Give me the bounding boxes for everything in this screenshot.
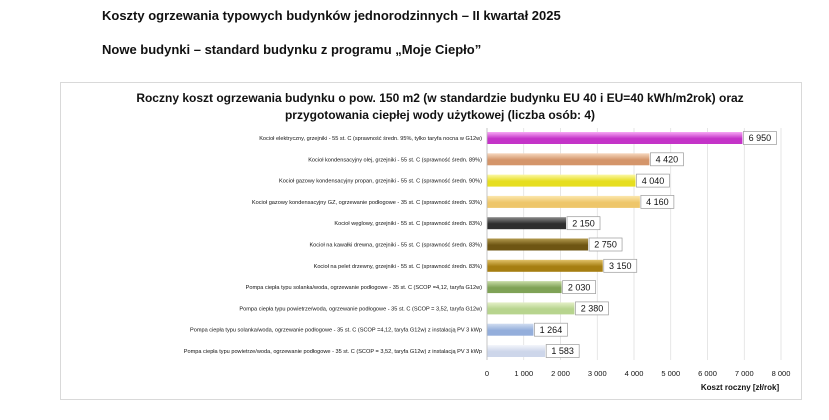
x-tick-label: 2 000 bbox=[551, 369, 570, 378]
value-label-box bbox=[588, 237, 623, 252]
value-label: 2 380 bbox=[581, 304, 604, 314]
x-tick-label: 7 000 bbox=[735, 369, 754, 378]
category-label: Kocioł gazowy kondensacyjny propan, grze… bbox=[279, 179, 482, 185]
value-label: 2 150 bbox=[572, 218, 595, 228]
value-label-box bbox=[743, 131, 777, 145]
x-tick-label: 4 000 bbox=[625, 369, 644, 378]
x-tick-label: 3 000 bbox=[588, 369, 607, 378]
category-label: Kocioł na kawałki drewna, grzejniki - 55… bbox=[309, 243, 482, 249]
value-label: 4 160 bbox=[646, 197, 669, 207]
x-tick-label: 5 000 bbox=[661, 369, 680, 378]
value-label: 4 420 bbox=[656, 155, 679, 165]
bar bbox=[487, 132, 743, 144]
value-label-box bbox=[566, 216, 601, 231]
bar bbox=[487, 281, 562, 294]
category-label: Pompa ciepła typu powietrze/woda, ogrzew… bbox=[239, 306, 482, 312]
category-label: Pompa ciepła typu solanka/woda, ogrzewan… bbox=[246, 285, 482, 291]
category-label: Kocioł węglowy, grzejniki - 55 st. C (sp… bbox=[334, 221, 482, 227]
bar bbox=[487, 195, 640, 208]
value-label-box bbox=[534, 322, 568, 337]
value-label: 1 583 bbox=[551, 346, 574, 356]
bar bbox=[487, 217, 567, 230]
value-label: 4 040 bbox=[642, 176, 665, 186]
bar bbox=[487, 302, 575, 315]
page-heading: Koszty ogrzewania typowych budynków jedn… bbox=[102, 8, 561, 23]
value-label: 6 950 bbox=[749, 133, 772, 143]
x-tick-label: 1 000 bbox=[514, 369, 533, 378]
category-label: Kocioł gazowy kondensacyjny GZ, ogrzewan… bbox=[252, 200, 482, 206]
bar bbox=[487, 345, 546, 357]
value-label-box bbox=[575, 301, 609, 316]
x-axis-title: Koszt roczny [zł/rok] bbox=[701, 383, 780, 392]
value-label-box bbox=[562, 280, 596, 294]
value-label-box bbox=[603, 258, 638, 273]
bar bbox=[487, 259, 603, 272]
chart-title-line-1: Roczny koszt ogrzewania budynku o pow. 1… bbox=[136, 91, 744, 105]
value-label-box bbox=[650, 152, 684, 167]
bar bbox=[487, 238, 589, 251]
category-label: Kocioł elektryczny, grzejniki - 55 st. C… bbox=[259, 136, 482, 142]
value-label-box bbox=[636, 173, 670, 188]
bar bbox=[487, 323, 534, 336]
chart-title: Roczny koszt ogrzewania budynku o pow. 1… bbox=[120, 90, 760, 124]
category-label: Pompa ciepła typu powietrze/woda, ogrzew… bbox=[184, 349, 482, 355]
x-tick-label: 6 000 bbox=[698, 369, 717, 378]
chart-title-line-2: przygotowania ciepłej wody użytkowej (li… bbox=[284, 108, 596, 122]
x-tick-label: 8 000 bbox=[772, 369, 791, 378]
value-label-box bbox=[545, 344, 580, 358]
category-label: Kocioł na pelet drzewny, grzejniki - 55 … bbox=[314, 264, 483, 270]
value-label: 2 030 bbox=[568, 282, 591, 292]
value-label: 1 264 bbox=[540, 325, 563, 335]
value-label: 2 750 bbox=[594, 240, 617, 250]
value-label-box bbox=[640, 195, 675, 209]
value-label: 3 150 bbox=[609, 261, 632, 271]
bar bbox=[487, 174, 636, 187]
x-tick-label: 0 bbox=[485, 369, 489, 378]
category-label: Pompa ciepła typu solanka/woda, ogrzewan… bbox=[190, 328, 482, 334]
page-subheading: Nowe budynki – standard budynku z progra… bbox=[102, 42, 482, 57]
bar bbox=[487, 153, 650, 166]
category-label: Kocioł kondensacyjny olej, grzejniki - 5… bbox=[308, 157, 482, 163]
